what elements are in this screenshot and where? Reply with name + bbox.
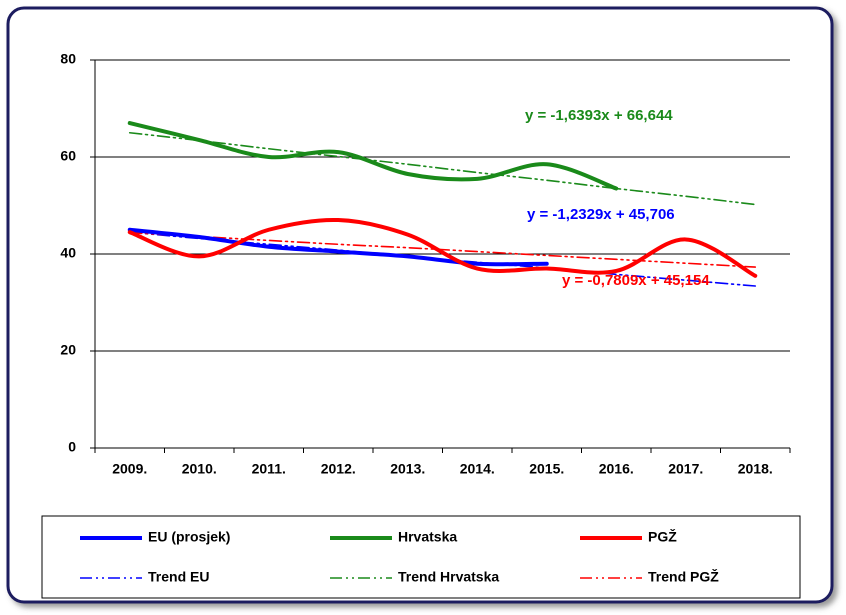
annotation: y = -1,6393x + 66,644 bbox=[525, 107, 673, 124]
y-tick-label: 60 bbox=[60, 148, 76, 164]
x-tick-label: 2011. bbox=[252, 461, 286, 477]
page: {"chart_data": {"type": "line", "categor… bbox=[0, 0, 846, 615]
x-tick-label: 2013. bbox=[390, 461, 425, 477]
annotation: y = -1,2329x + 45,706 bbox=[527, 206, 675, 223]
x-tick-label: 2016. bbox=[599, 461, 634, 477]
x-tick-label: 2018. bbox=[738, 461, 773, 477]
y-tick-label: 0 bbox=[68, 439, 76, 455]
legend-label: Hrvatska bbox=[398, 529, 457, 545]
x-tick-label: 2012. bbox=[321, 461, 356, 477]
x-tick-label: 2010. bbox=[182, 461, 217, 477]
legend-label: PGŽ bbox=[648, 528, 677, 545]
x-tick-label: 2014. bbox=[460, 461, 495, 477]
x-tick-label: 2017. bbox=[668, 461, 703, 477]
x-tick-label: 2015. bbox=[529, 461, 564, 477]
y-tick-label: 80 bbox=[60, 51, 76, 67]
chart: 0 20 40 60 80 2009. 2010. 2011. 2012. 2013. 2014. 2… bbox=[0, 0, 846, 615]
x-tick-label: 2009. bbox=[112, 461, 147, 477]
y-tick-label: 20 bbox=[60, 342, 76, 358]
legend-label: Trend PGŽ bbox=[648, 568, 719, 585]
legend-label: Trend EU bbox=[148, 569, 209, 585]
annotation: y = -0,7809x + 45,154 bbox=[562, 272, 710, 289]
legend-label: Trend Hrvatska bbox=[398, 569, 499, 585]
legend-label: EU (prosjek) bbox=[148, 529, 230, 545]
y-tick-label: 40 bbox=[60, 245, 76, 261]
panel bbox=[8, 8, 832, 602]
